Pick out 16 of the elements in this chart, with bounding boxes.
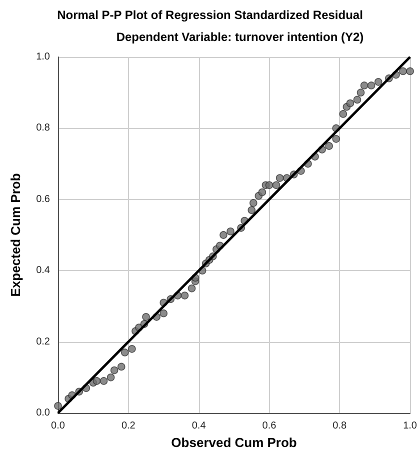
y-tick-label: 1.0 bbox=[36, 52, 50, 62]
y-tick-label: 0.0 bbox=[36, 408, 50, 418]
x-tick-label: 0.2 bbox=[121, 420, 136, 432]
y-tick-label: 0.8 bbox=[36, 122, 50, 134]
y-tick-label: 0.4 bbox=[36, 265, 50, 276]
x-tick-label: 0.6 bbox=[262, 420, 277, 432]
y-tick-label: 0.2 bbox=[36, 336, 50, 348]
chart-title: Normal P-P Plot of Regression Standardized Residual bbox=[57, 8, 363, 22]
chart-subtitle: Dependent Variable: turnover intention (Y2) bbox=[116, 30, 364, 44]
x-axis-title: Observed Cum Prob bbox=[171, 434, 297, 450]
y-tick-label: 0.6 bbox=[36, 194, 50, 205]
y-axis-title: Expected Cum Prob bbox=[8, 173, 23, 297]
x-tick-label: 0.4 bbox=[192, 420, 206, 432]
x-tick-label: 0.8 bbox=[332, 420, 348, 432]
x-tick-label: 1.0 bbox=[403, 420, 418, 432]
x-tick-label: 0.0 bbox=[51, 420, 66, 432]
